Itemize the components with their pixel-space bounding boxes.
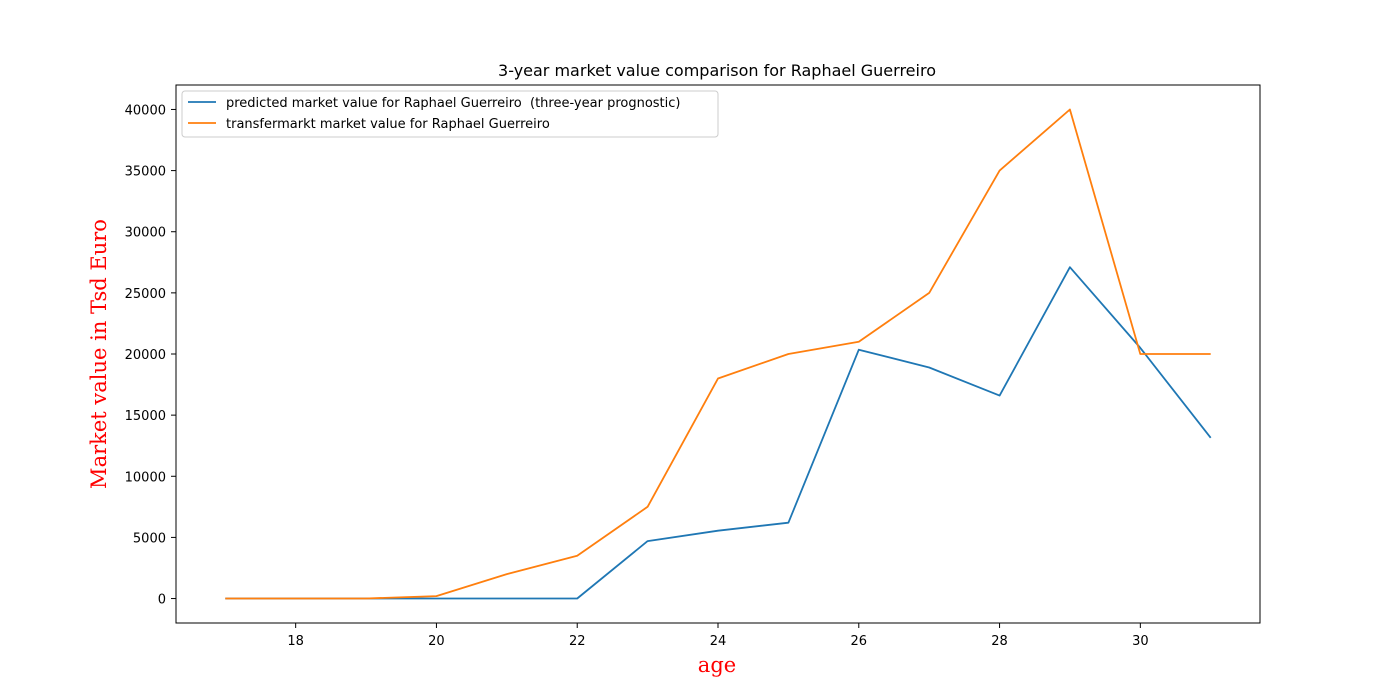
y-tick-label: 40000 (125, 103, 166, 118)
y-tick-label: 30000 (125, 226, 166, 241)
y-tick-label: 10000 (125, 470, 166, 485)
y-tick-label: 5000 (133, 531, 166, 546)
legend-frame (181, 90, 719, 138)
y-tick-label: 25000 (125, 287, 166, 302)
x-tick-label: 26 (851, 634, 868, 649)
series-line-1 (225, 108, 1211, 600)
legend: predicted market value for Raphael Guerr… (181, 90, 719, 138)
x-tick-label: 28 (991, 634, 1008, 649)
chart-title: 3-year market value comparison for Rapha… (498, 61, 936, 80)
series-line-0 (225, 266, 1212, 600)
x-tick-label: 20 (428, 634, 445, 649)
x-tick-label: 24 (710, 634, 727, 649)
y-tick-label: 35000 (125, 165, 166, 180)
x-axis: 18 20 22 24 26 28 30 (287, 623, 1149, 649)
x-axis-label: age (698, 653, 736, 677)
legend-label-1: transfermarkt market value for Raphael G… (226, 117, 550, 132)
y-axis-label: Market value in Tsd Euro (87, 219, 111, 489)
series-lines (225, 108, 1212, 600)
plot-area (175, 84, 1261, 624)
x-tick-label: 18 (287, 634, 304, 649)
y-axis: 0 5000 10000 15000 20000 25000 30000 35000 40000 (125, 103, 176, 608)
y-tick-label: 20000 (125, 348, 166, 363)
x-tick-label: 30 (1132, 634, 1149, 649)
y-tick-label: 0 (158, 593, 166, 608)
x-tick-label: 22 (569, 634, 586, 649)
legend-label-0: predicted market value for Raphael Guerr… (226, 96, 680, 111)
plot-frame (175, 84, 1261, 624)
y-tick-label: 15000 (125, 409, 166, 424)
